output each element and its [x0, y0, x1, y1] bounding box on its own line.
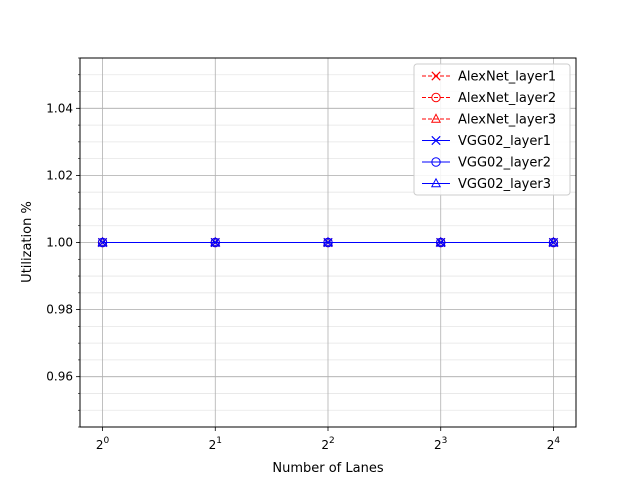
marker-triangle: [97, 236, 108, 247]
legend-entry: AlexNet_layer3: [422, 113, 556, 128]
legend-label: AlexNet_layer1: [458, 70, 556, 85]
legend-label: VGG02_layer1: [458, 134, 551, 149]
legend-label: AlexNet_layer2: [458, 91, 556, 106]
series-VGG02_layer3: [97, 236, 559, 247]
legend: AlexNet_layer1 AlexNet_layer2 AlexNet_laye…: [413, 63, 571, 196]
marker-triangle: [430, 113, 442, 123]
legend-entry: VGG02_layer1: [422, 134, 551, 149]
x-tick-label: 21: [209, 436, 222, 452]
marker-triangle: [430, 177, 442, 188]
legend-entry: VGG02_layer2: [422, 156, 551, 171]
x-tick-label: 24: [547, 436, 561, 452]
legend-entry: VGG02_layer3: [422, 177, 551, 192]
marker-circle: [431, 92, 441, 103]
x-tick-label: 23: [434, 436, 447, 452]
marker-circle: [431, 157, 441, 167]
y-tick-label: 0.96: [46, 370, 73, 384]
marker-triangle: [435, 236, 446, 247]
x-tick-label: 20: [96, 436, 110, 452]
legend-label: VGG02_layer3: [458, 177, 551, 192]
legend-entry: AlexNet_layer1: [422, 70, 556, 85]
y-axis-label: Utilization %: [20, 201, 35, 283]
y-tick-label: 0.98: [46, 303, 73, 317]
marker-triangle: [322, 236, 334, 247]
legend-label: VGG02_layer2: [458, 156, 551, 171]
marker-x: [431, 71, 441, 81]
legend-box: [413, 63, 571, 196]
legend-entry: AlexNet_layer2: [422, 91, 556, 106]
y-tick-label: 1.04: [46, 101, 73, 115]
x-axis-label: Number of Lanes: [272, 461, 383, 476]
y-tick-label: 1.00: [46, 236, 73, 250]
marker-triangle: [210, 236, 221, 247]
marker-triangle: [548, 236, 559, 247]
plot-area: [97, 236, 559, 248]
y-tick-label: 1.02: [46, 168, 73, 182]
legend-label: AlexNet_layer3: [458, 113, 556, 128]
x-tick-label: 22: [321, 436, 334, 452]
marker-x: [431, 135, 441, 146]
axis-ticks: 0.96 0.98 1.00 1.02 1.04 20 21 22 23 24: [46, 57, 561, 452]
